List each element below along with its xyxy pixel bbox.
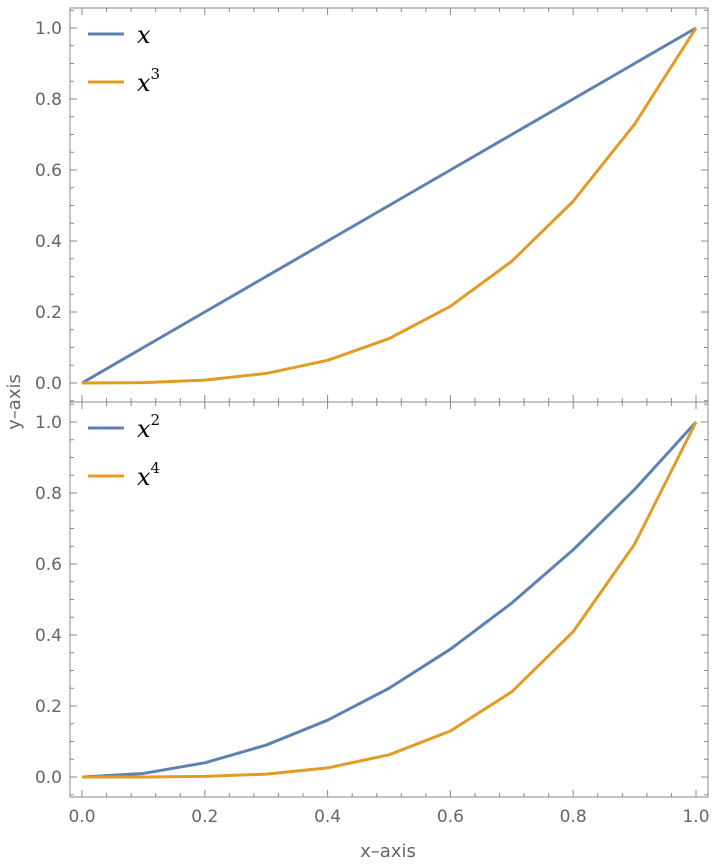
y-tick-label: 0.8 xyxy=(35,90,62,110)
y-tick-label: 0.4 xyxy=(35,232,62,252)
x-tick-label: 0.0 xyxy=(68,807,95,827)
y-tick-label: 1.0 xyxy=(35,413,62,433)
series-line-x-pow-3 xyxy=(81,27,698,385)
plot-frame xyxy=(69,401,709,798)
x-tick-label: 0.4 xyxy=(314,807,341,827)
y-tick-label: 0.8 xyxy=(35,484,62,504)
legend-entry: x xyxy=(137,21,151,49)
legend-entry: x3 xyxy=(137,65,160,97)
x-tick-label: 0.6 xyxy=(437,807,464,827)
plot-panels: 0.00.20.40.60.81.0 xx30.00.20.40.60.81.00… xyxy=(35,7,710,827)
panel-bottom: 0.0 0.2 0.4 0.6 0.8 1.0 0.0 0.2 0.4 0.6 0.8 1.0 x2 x4 xyxy=(35,401,710,827)
series-line-x-pow-4 xyxy=(81,421,698,779)
y-tick-label: 0.6 xyxy=(35,161,62,181)
x-tick-label: 1.0 xyxy=(682,807,709,827)
y-tick-label: 0.4 xyxy=(35,626,62,646)
x-tick-label: 0.2 xyxy=(191,807,218,827)
y-tick-label: 0.0 xyxy=(35,768,62,788)
y-tick-label: 0.2 xyxy=(35,303,62,323)
series-line-x xyxy=(81,26,697,385)
series-line-x-pow-2 xyxy=(81,420,698,779)
y-tick-label: 1.0 xyxy=(35,19,62,39)
y-tick-label: 0.2 xyxy=(35,697,62,717)
x-tick-label: 0.8 xyxy=(560,807,587,827)
panel-top: 0.0 0.2 0.4 0.6 0.8 1.0 x x3 xyxy=(35,7,709,403)
y-tick-label: 0.0 xyxy=(35,374,62,394)
y-axis-label: y–axis xyxy=(4,374,25,430)
legend-entry: x4 xyxy=(137,459,160,491)
legend-entry: x2 xyxy=(137,411,160,443)
y-tick-label: 0.6 xyxy=(35,555,62,575)
x-axis-label: x–axis xyxy=(360,841,416,862)
